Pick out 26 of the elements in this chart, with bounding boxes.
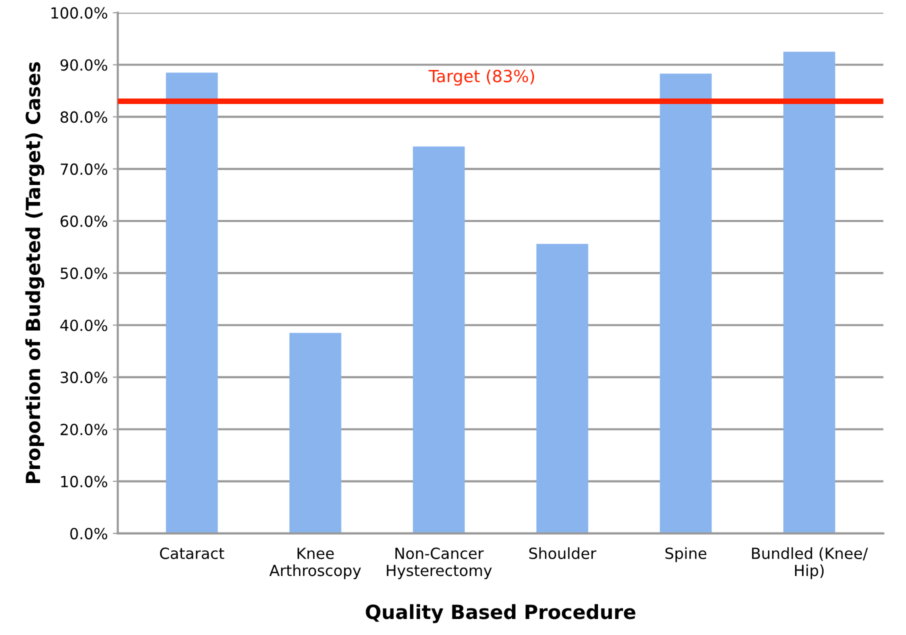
y-tick-label: 90.0% — [60, 59, 108, 71]
x-tick-label: Shoulder — [529, 547, 596, 560]
bar — [783, 52, 836, 534]
x-tick-label: Non-Cancer Hysterectomy — [386, 548, 492, 580]
bar — [412, 146, 465, 534]
y-tick-label: 80.0% — [60, 111, 108, 123]
bar — [166, 72, 218, 534]
y-tick-label: 20.0% — [60, 424, 108, 436]
y-tick-label: 10.0% — [61, 476, 108, 488]
y-tick-label: 40.0% — [60, 320, 108, 332]
bar — [536, 244, 588, 534]
y-axis-title: Proportion of Budgeted (Target) Cases — [25, 62, 44, 484]
y-tick-label: 70.0% — [60, 163, 108, 175]
y-tick-label: 50.0% — [60, 268, 108, 280]
x-tick-label: Knee Arthroscopy — [269, 548, 361, 580]
y-tick-label: 0.0% — [70, 528, 108, 540]
x-axis-title: Quality Based Procedure — [366, 604, 636, 624]
y-tick-label: 30.0% — [60, 372, 108, 384]
ref-line-label: Target (83%) — [428, 69, 534, 86]
x-tick-label: Cataract — [160, 548, 224, 560]
y-tick-label: 60.0% — [60, 215, 108, 227]
x-tick-label: Bundled (Knee/ Hip) — [752, 547, 868, 580]
bar — [660, 74, 712, 534]
x-tick-label: Spine — [665, 547, 706, 562]
y-tick-label: 100.0% — [51, 7, 108, 19]
bar — [289, 332, 342, 534]
